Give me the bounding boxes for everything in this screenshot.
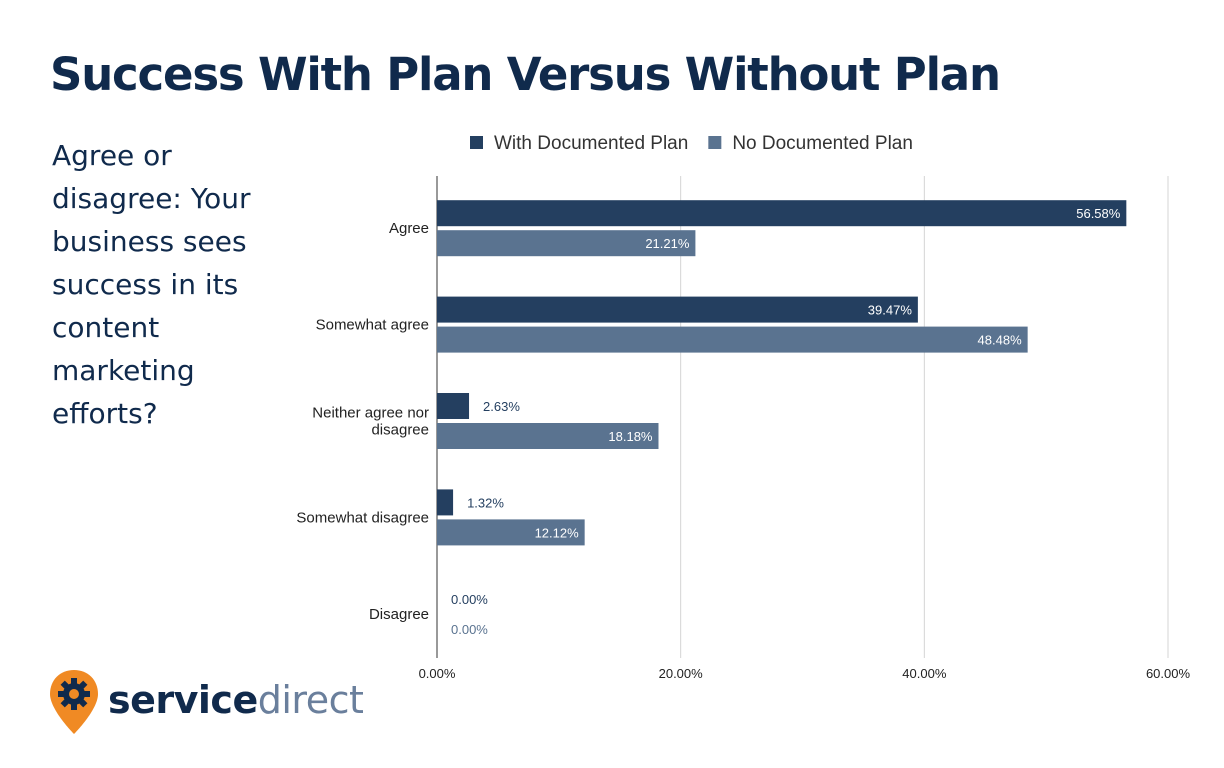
- bar: [437, 326, 1028, 353]
- x-tick-label: 40.00%: [902, 666, 947, 681]
- service-direct-logo-icon: [50, 670, 98, 734]
- x-tick-label: 20.00%: [659, 666, 704, 681]
- data-label: 39.47%: [868, 303, 913, 318]
- bar: [437, 230, 696, 257]
- data-label: 56.58%: [1076, 206, 1121, 221]
- bar: [437, 296, 918, 323]
- data-label: 2.63%: [483, 399, 520, 414]
- category-label: Somewhat agree: [316, 317, 429, 334]
- brand-part-2: direct: [257, 678, 364, 722]
- category-label: Somewhat disagree: [296, 509, 429, 526]
- brand-part-1: service: [108, 678, 258, 722]
- data-label: 0.00%: [451, 622, 488, 637]
- page-title: Success With Plan Versus Without Plan: [50, 48, 1001, 101]
- category-label: Disagree: [369, 606, 429, 623]
- data-label: 21.21%: [645, 236, 690, 251]
- bar: [437, 393, 470, 419]
- brand-wordmark: servicedirect: [108, 678, 364, 722]
- category-label: Neither agree nor: [312, 405, 429, 422]
- data-label: 18.18%: [608, 429, 653, 444]
- bar: [437, 423, 659, 449]
- legend-swatch: [708, 136, 722, 149]
- category-label: disagree: [371, 422, 429, 439]
- legend-label: No Documented Plan: [732, 133, 913, 154]
- legend-label: With Documented Plan: [494, 133, 688, 154]
- x-tick-label: 0.00%: [419, 666, 456, 681]
- category-label: Agree: [389, 220, 429, 237]
- survey-question: Agree or disagree: Your business sees su…: [52, 139, 251, 430]
- data-label: 0.00%: [451, 592, 488, 607]
- data-label: 1.32%: [467, 495, 504, 510]
- bar: [437, 519, 585, 546]
- bar: [437, 489, 454, 516]
- data-label: 12.12%: [535, 525, 580, 540]
- legend-swatch: [470, 136, 483, 149]
- data-label: 48.48%: [978, 333, 1023, 348]
- x-tick-label: 60.00%: [1146, 666, 1191, 681]
- bar: [437, 200, 1127, 227]
